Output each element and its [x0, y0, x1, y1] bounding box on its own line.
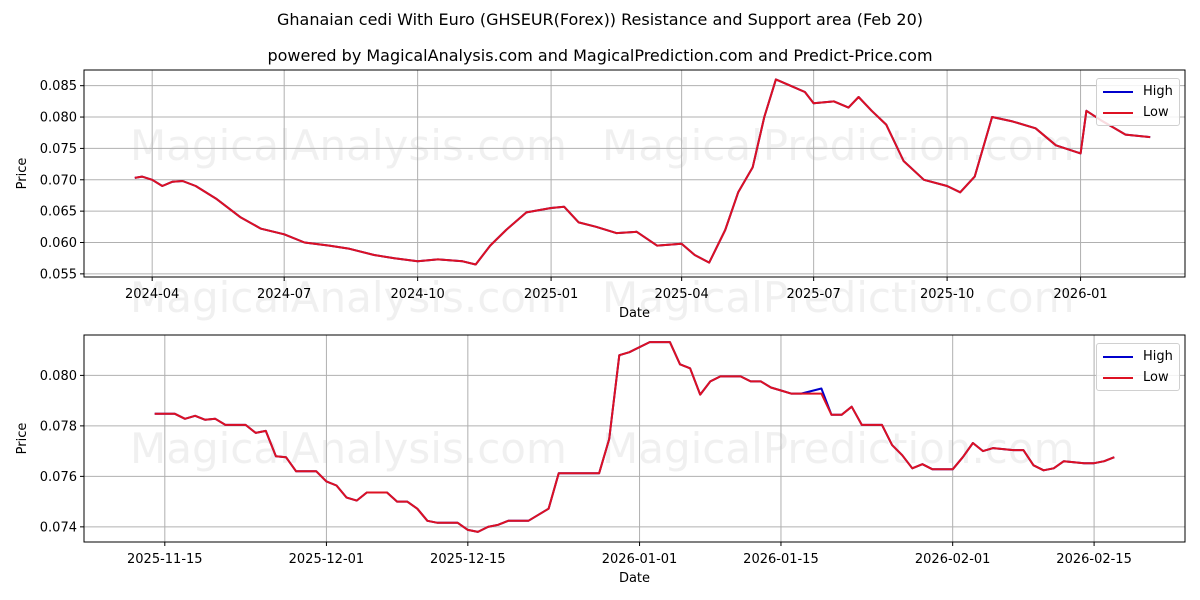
- plot-frame: [83, 69, 1186, 278]
- x-tick-label: 2026-01: [1053, 287, 1107, 302]
- x-tick-label: 2025-01: [524, 287, 578, 302]
- x-tick-label: 2026-02-15: [1056, 552, 1132, 567]
- legend-low-label: Low: [1143, 370, 1169, 385]
- y-tick-label: 0.075: [40, 142, 77, 157]
- x-tick-label: 2025-12-15: [430, 552, 506, 567]
- y-tick-label: 0.074: [40, 520, 77, 535]
- legend-high-label: High: [1143, 84, 1173, 99]
- x-tick-label: 2026-01-01: [602, 552, 678, 567]
- legend-high-label: High: [1143, 349, 1173, 364]
- y-tick-label: 0.085: [40, 79, 77, 94]
- chart-panel-2: MagicalAnalysis.com MagicalPrediction.com…: [15, 334, 1186, 586]
- high-line-swatch: [1103, 355, 1133, 358]
- x-tick-label: 2024-07: [257, 287, 311, 302]
- x-tick-label: 2026-02-01: [915, 552, 991, 567]
- x-tick-label: 2025-12-01: [289, 552, 365, 567]
- y-tick-label: 0.055: [40, 267, 77, 282]
- x-tick-label: 2025-04: [654, 287, 708, 302]
- legend-low-label: Low: [1143, 105, 1169, 120]
- watermark: MagicalAnalysis.com: [130, 121, 567, 170]
- series-low-line: [154, 341, 1115, 533]
- x-tick-label: 2026-01-15: [743, 552, 819, 567]
- x-tick-label: 2024-10: [390, 287, 444, 302]
- legend-top: High Low: [1096, 78, 1180, 126]
- y-axis-label: Price: [15, 158, 30, 190]
- chart-panel-1: MagicalAnalysis.com MagicalPrediction.com…: [15, 69, 1186, 322]
- legend-bottom: High Low: [1096, 343, 1180, 391]
- watermark: MagicalPrediction.com: [602, 121, 1075, 170]
- x-tick-label: 2025-07: [786, 287, 840, 302]
- y-axis-label: Price: [15, 423, 30, 455]
- y-tick-label: 0.078: [40, 419, 77, 434]
- chart-subtitle: powered by MagicalAnalysis.com and Magic…: [267, 46, 933, 65]
- watermark: MagicalAnalysis.com: [130, 424, 567, 473]
- watermark: MagicalAnalysis.com: [130, 273, 567, 322]
- x-tick-label: 2024-04: [125, 287, 179, 302]
- x-tick-label: 2025-10: [920, 287, 974, 302]
- x-axis-label: Date: [619, 571, 650, 586]
- watermark: MagicalPrediction.com: [602, 273, 1075, 322]
- x-tick-label: 2025-11-15: [127, 552, 203, 567]
- low-line-swatch: [1103, 111, 1133, 114]
- y-tick-label: 0.065: [40, 205, 77, 220]
- y-tick-label: 0.060: [40, 236, 77, 251]
- plot-frame: [83, 334, 1186, 543]
- chart-title: Ghanaian cedi With Euro (GHSEUR(Forex)) …: [277, 10, 923, 29]
- series-low-line: [134, 78, 1151, 266]
- low-line-swatch: [1103, 376, 1133, 379]
- x-axis-label: Date: [619, 306, 650, 321]
- y-tick-label: 0.076: [40, 470, 77, 485]
- y-tick-label: 0.070: [40, 173, 77, 188]
- high-line-swatch: [1103, 90, 1133, 93]
- y-tick-label: 0.080: [40, 111, 77, 126]
- y-tick-label: 0.080: [40, 369, 77, 384]
